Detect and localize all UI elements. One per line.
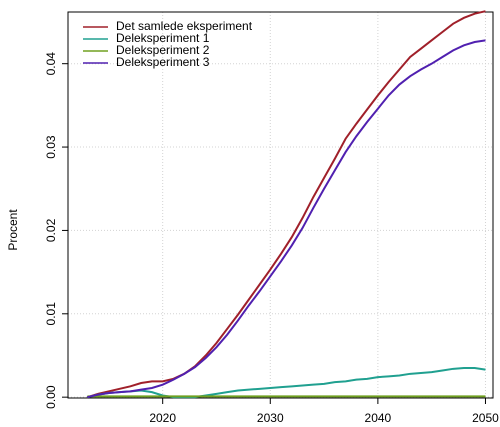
x-tick-label: 2020 <box>149 411 176 425</box>
legend-label: Deleksperiment 3 <box>116 55 210 69</box>
legend-label: Det samlede eksperiment <box>116 19 253 33</box>
legend-label: Deleksperiment 2 <box>116 43 210 57</box>
y-tick-label: 0.00 <box>44 385 58 409</box>
x-tick-label: 2050 <box>472 411 499 425</box>
y-tick-label: 0.01 <box>44 302 58 326</box>
x-tick-label: 2040 <box>365 411 392 425</box>
series-line <box>87 39 486 399</box>
y-tick-label: 0.02 <box>44 218 58 242</box>
series-line <box>87 10 486 399</box>
x-tick-label: 2030 <box>257 411 284 425</box>
y-tick-label: 0.04 <box>44 52 58 76</box>
y-axis-label: Procent <box>6 209 20 251</box>
series-line <box>87 366 486 399</box>
plot-frame <box>67 11 494 399</box>
y-tick-label: 0.03 <box>44 135 58 159</box>
legend-label: Deleksperiment 1 <box>116 31 210 45</box>
